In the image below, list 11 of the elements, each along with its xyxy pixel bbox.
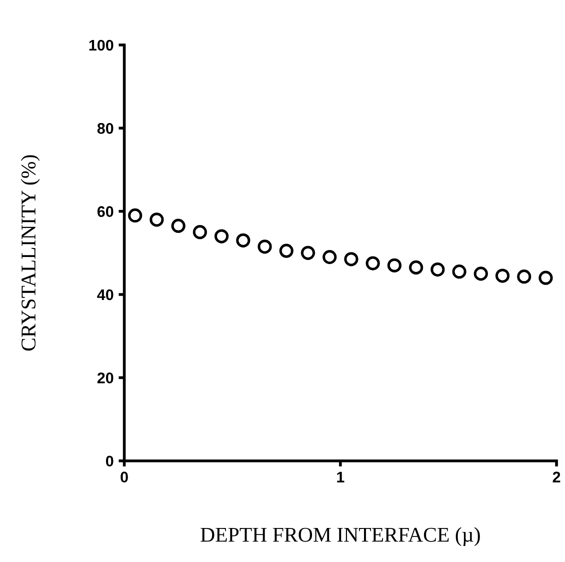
x-axis-title: DEPTH FROM INTERFACE (µ) (200, 527, 480, 546)
y-tick-label: 40 (97, 289, 114, 300)
y-tick-label: 60 (97, 206, 114, 217)
x-tick-label: 1 (337, 472, 344, 482)
y-axis-title: CRYSTALLINITY (%) (20, 155, 40, 351)
y-tick-label: 100 (89, 40, 114, 51)
y-tick-label: 0 (106, 456, 114, 467)
y-tick-label: 20 (97, 372, 114, 384)
y-tick-label: 80 (97, 123, 114, 134)
x-tick-label: 2 (552, 472, 560, 482)
x-tick-label: 0 (120, 472, 128, 482)
